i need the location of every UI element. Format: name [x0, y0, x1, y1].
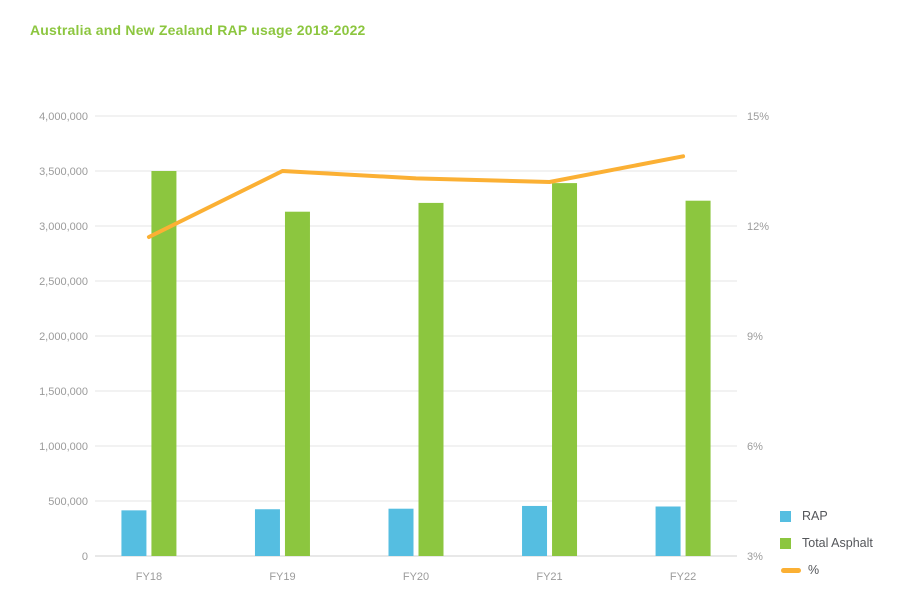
left-axis-tick-label: 2,000,000	[39, 331, 88, 343]
x-axis-label: FY20	[403, 571, 429, 583]
left-axis-tick-label: 2,500,000	[39, 276, 88, 288]
percent-line-icon	[781, 567, 801, 573]
legend-item-percent: %	[780, 563, 873, 577]
x-axis-label: FY19	[269, 571, 295, 583]
bar-rap-fy22	[655, 506, 681, 556]
right-axis-tick-label: 12%	[747, 221, 769, 233]
left-axis-tick-label: 1,000,000	[39, 441, 88, 453]
bar-rap-fy18	[121, 510, 147, 556]
bar-total-asphalt-fy21	[552, 183, 578, 556]
legend-label-percent: %	[808, 563, 820, 577]
left-axis-tick-label: 0	[82, 551, 88, 563]
left-axis-tick-label: 4,000,000	[39, 111, 88, 123]
bar-rap-fy21	[522, 505, 548, 556]
bar-rap-fy20	[388, 508, 414, 556]
legend: RAP Total Asphalt %	[780, 509, 873, 591]
legend-item-total-asphalt: Total Asphalt	[780, 536, 873, 550]
bar-total-asphalt-fy22	[685, 200, 711, 556]
legend-label-rap: RAP	[802, 509, 828, 523]
left-axis-tick-label: 3,000,000	[39, 221, 88, 233]
bar-total-asphalt-fy20	[418, 202, 444, 556]
left-axis-tick-label: 3,500,000	[39, 166, 88, 178]
legend-label-total-asphalt: Total Asphalt	[802, 536, 873, 550]
right-axis-tick-label: 6%	[747, 441, 763, 453]
bar-total-asphalt-fy19	[284, 211, 310, 556]
right-axis-tick-label: 3%	[747, 551, 763, 563]
left-axis-tick-label: 500,000	[48, 496, 88, 508]
chart-title: Australia and New Zealand RAP usage 2018…	[30, 22, 366, 38]
x-axis-label: FY21	[536, 571, 562, 583]
bar-rap-fy19	[254, 509, 280, 556]
legend-item-rap: RAP	[780, 509, 873, 523]
x-axis-label: FY18	[136, 571, 162, 583]
rap-swatch-icon	[780, 510, 791, 522]
percent-line	[146, 154, 686, 239]
x-axis-label: FY22	[670, 571, 696, 583]
left-axis-tick-label: 1,500,000	[39, 386, 88, 398]
right-axis-tick-label: 15%	[747, 111, 769, 123]
right-axis-tick-label: 9%	[747, 331, 763, 343]
total-asphalt-swatch-icon	[780, 537, 791, 549]
